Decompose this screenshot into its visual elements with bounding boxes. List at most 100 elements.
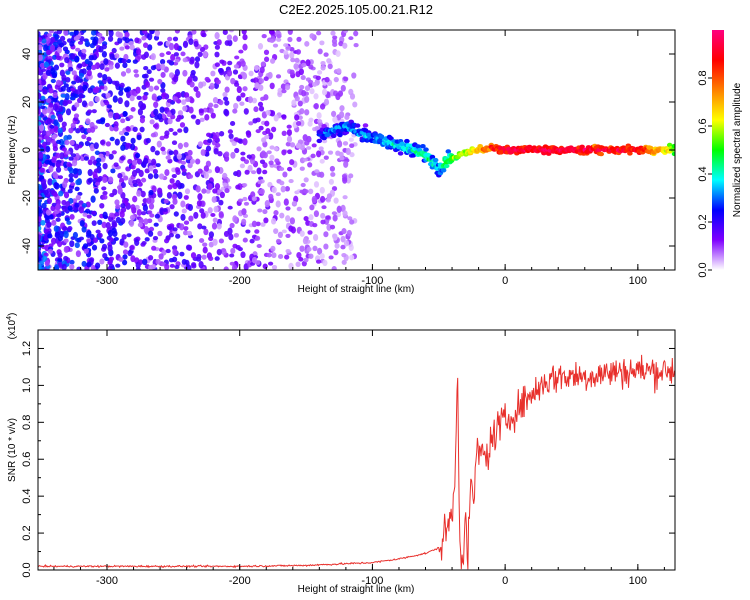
noise-cell [173,211,179,217]
noise-cell [261,137,267,143]
noise-cell [236,169,242,178]
noise-cell [90,155,96,161]
noise-cell [150,53,156,61]
noise-cell [282,171,288,178]
noise-cell [296,206,302,212]
noise-cell [71,80,77,85]
noise-cell [203,165,209,172]
noise-cell [72,198,78,204]
noise-cell [167,36,173,42]
noise-cell [63,230,69,239]
noise-cell [305,59,311,67]
noise-cell [180,51,186,57]
noise-cell [159,52,165,58]
noise-cell [91,30,97,36]
noise-cell [123,87,130,93]
noise-cell [81,226,87,233]
colorbar-tick-label: 0.6 [697,118,709,133]
noise-cell [266,150,272,155]
noise-cell [269,110,276,117]
noise-cell [157,78,163,85]
noise-cell [326,58,332,64]
noise-cell [152,235,159,241]
noise-cell [152,123,159,129]
noise-cell [64,217,70,222]
noise-cell [262,151,268,159]
noise-cell [227,60,233,66]
noise-cell [73,30,79,36]
noise-cell [300,182,306,188]
noise-cell [259,159,266,165]
noise-cell [115,216,121,224]
noise-cell [230,151,236,159]
noise-cell [210,112,216,119]
noise-cell [195,118,201,125]
noise-cell [290,226,296,234]
noise-cell [73,113,80,119]
noise-cell [87,87,93,94]
noise-cell [81,202,87,208]
noise-cell [296,143,302,149]
noise-cell [114,212,120,217]
noise-cell [124,100,130,108]
noise-cell [256,243,262,249]
noise-cell [105,92,111,99]
ridge-cell [399,141,406,146]
noise-cell [61,199,67,206]
noise-cell [84,58,90,65]
noise-cell [171,173,177,179]
noise-cell [40,178,47,187]
noise-cell [331,110,337,117]
noise-cell [61,205,68,212]
noise-cell [259,66,265,74]
noise-cell [214,44,220,50]
noise-cell [316,150,322,158]
spectrogram-x-tick-label: -100 [361,275,383,287]
noise-cell [214,183,221,190]
noise-cell [280,83,286,91]
noise-cell [304,140,310,146]
noise-cell [342,42,348,49]
noise-cell [197,51,203,58]
noise-cell [337,140,343,148]
noise-cell [269,154,275,161]
noise-cell [294,95,300,102]
noise-cell [53,64,60,71]
noise-cell [214,166,220,174]
noise-cell [154,213,160,219]
noise-cell [92,64,98,69]
noise-cell [201,254,207,260]
noise-cell [182,40,189,48]
ridge-cell [420,144,426,149]
noise-cell [165,155,171,160]
noise-cell [148,77,155,82]
noise-cell [117,97,123,105]
noise-cell [70,87,76,92]
noise-cell [92,237,99,244]
noise-cell [251,220,257,228]
noise-cell [247,164,253,173]
noise-cell [179,183,185,189]
noise-cell [108,237,114,243]
noise-cell [127,158,133,165]
noise-cell [125,166,131,172]
noise-cell [241,218,247,226]
noise-cell [61,121,67,128]
noise-cell [42,88,48,95]
noise-cell [330,30,336,36]
ridge-cell [316,138,323,144]
noise-cell [320,65,326,71]
noise-cell [129,219,135,227]
noise-cell [240,156,246,162]
noise-cell [263,76,269,82]
noise-cell [79,220,85,227]
noise-cell [86,261,92,268]
noise-cell [141,177,147,183]
noise-cell [173,149,179,156]
noise-cell [342,141,349,146]
colorbar-tick-label: 0.8 [697,70,709,85]
noise-cell [241,208,247,216]
noise-cell [63,255,69,262]
